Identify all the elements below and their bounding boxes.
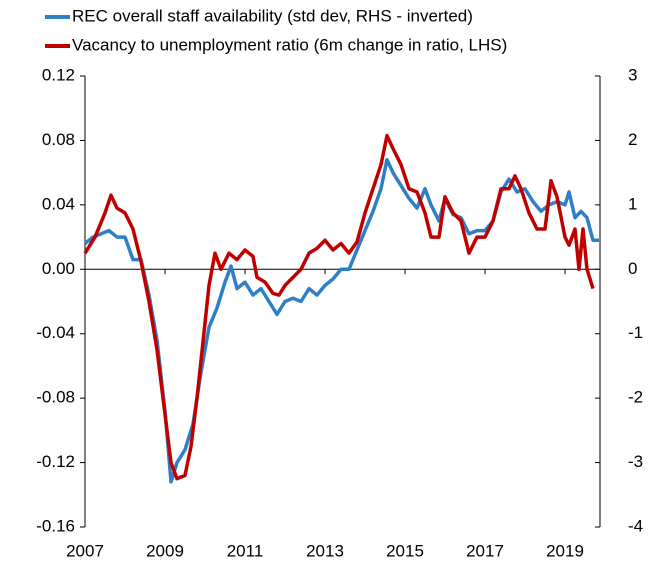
y-tick-label: -0.08 (36, 388, 75, 407)
series-line (83, 158, 599, 484)
y2-tick-label: -2 (628, 388, 643, 407)
y2-tick-label: 0 (628, 259, 637, 278)
x-tick-label: 2013 (306, 541, 344, 560)
series-line (83, 133, 595, 481)
x-tick-label: 2015 (386, 541, 424, 560)
y-tick-label: -0.16 (36, 516, 75, 535)
x-tick-label: 2017 (466, 541, 504, 560)
x-tick-label: 2007 (66, 541, 104, 560)
x-tick-label: 2011 (227, 541, 264, 560)
y2-tick-label: 1 (628, 194, 637, 213)
x-tick-label: 2019 (546, 541, 584, 560)
y2-tick-label: -1 (628, 323, 643, 342)
y-tick-label: 0.04 (42, 194, 75, 213)
y2-tick-label: 2 (628, 130, 637, 149)
y-tick-label: -0.04 (36, 323, 75, 342)
y2-tick-label: -3 (628, 452, 643, 471)
legend-label: REC overall staff availability (std dev,… (72, 6, 473, 25)
y2-tick-label: -4 (628, 516, 643, 535)
y-tick-label: 0.12 (42, 65, 75, 84)
y2-tick-label: 3 (628, 65, 637, 84)
y-tick-label: 0.08 (42, 130, 75, 149)
y-tick-label: 0.00 (42, 259, 75, 278)
legend-label: Vacancy to unemployment ratio (6m change… (72, 35, 507, 54)
x-tick-label: 2009 (146, 541, 184, 560)
y-tick-label: -0.12 (36, 452, 75, 471)
